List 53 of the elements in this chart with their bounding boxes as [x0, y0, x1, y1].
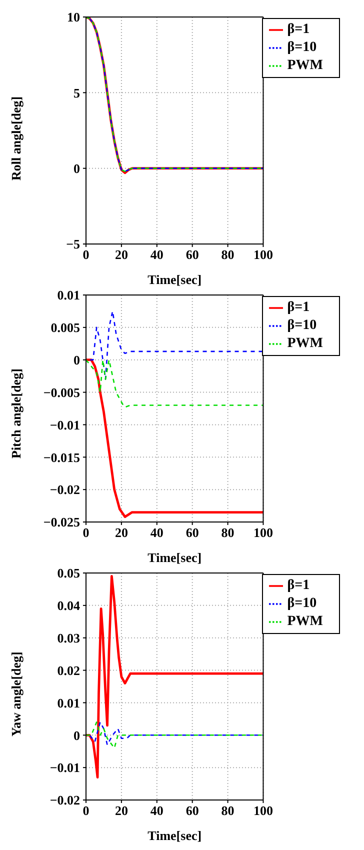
legend-label: PWM — [287, 58, 323, 73]
y-tick-label: 0.04 — [57, 598, 80, 614]
y-tick-label: 0.05 — [57, 566, 80, 581]
y-tick-label: −0.025 — [43, 514, 80, 530]
y-tick-label: 0.03 — [57, 630, 80, 646]
line-series — [86, 358, 264, 518]
y-tick-label: 0.005 — [50, 320, 80, 336]
y-tick-label: 0 — [74, 352, 80, 368]
x-tick-label: 40 — [150, 525, 164, 540]
y-tick-label: 0.01 — [57, 695, 80, 710]
y-tick-label: 0 — [74, 160, 80, 176]
legend-label: β=1 — [287, 300, 310, 315]
x-tick-label: 40 — [150, 803, 164, 818]
y-tick-label: 10 — [67, 10, 80, 25]
y-tick-label: −0.015 — [43, 450, 80, 465]
legend-label: PWM — [287, 614, 323, 629]
y-tick-label: −0.02 — [50, 792, 80, 808]
legend-label: β=10 — [287, 40, 317, 55]
legend-label: β=1 — [287, 578, 310, 593]
y-axis-title: Pitch angle[deg] — [8, 368, 24, 458]
x-axis-title: Time[sec] — [148, 550, 202, 565]
x-tick-label: 60 — [186, 803, 199, 818]
y-tick-label: −0.01 — [50, 417, 80, 432]
y-tick-label: −5 — [66, 236, 80, 252]
y-axis-title: Yaw angle[deg] — [8, 652, 24, 736]
x-tick-label: 60 — [186, 247, 199, 262]
y-tick-label: 0.02 — [57, 662, 80, 678]
legend-label: β=1 — [287, 22, 310, 37]
y-tick-label: 5 — [74, 85, 80, 100]
y-tick-label: 0.01 — [57, 288, 80, 303]
legend-label: PWM — [287, 336, 323, 351]
legend-label: β=10 — [287, 596, 317, 611]
x-tick-label: 40 — [150, 247, 164, 262]
y-tick-label: −0.005 — [43, 384, 80, 400]
x-tick-label: 80 — [221, 803, 234, 818]
x-tick-label: 80 — [221, 525, 234, 540]
x-tick-label: 80 — [221, 247, 234, 262]
line-series — [86, 359, 264, 408]
y-tick-label: −0.01 — [50, 760, 80, 776]
y-tick-label: 0 — [74, 728, 80, 743]
x-tick-label: 20 — [114, 525, 128, 540]
x-tick-label: 100 — [253, 803, 273, 818]
legend-label: β=10 — [287, 318, 317, 333]
x-tick-label: 100 — [253, 247, 273, 262]
line-series — [86, 575, 264, 778]
x-axis-title: Time[sec] — [148, 828, 202, 843]
x-tick-label: 60 — [186, 525, 199, 540]
x-tick-label: 100 — [253, 525, 273, 540]
y-axis-title: Roll angle[deg] — [8, 96, 24, 180]
x-axis-title: Time[sec] — [148, 272, 202, 287]
x-tick-label: 20 — [114, 803, 128, 818]
x-tick-label: 20 — [114, 247, 128, 262]
y-tick-label: −0.02 — [50, 482, 80, 498]
